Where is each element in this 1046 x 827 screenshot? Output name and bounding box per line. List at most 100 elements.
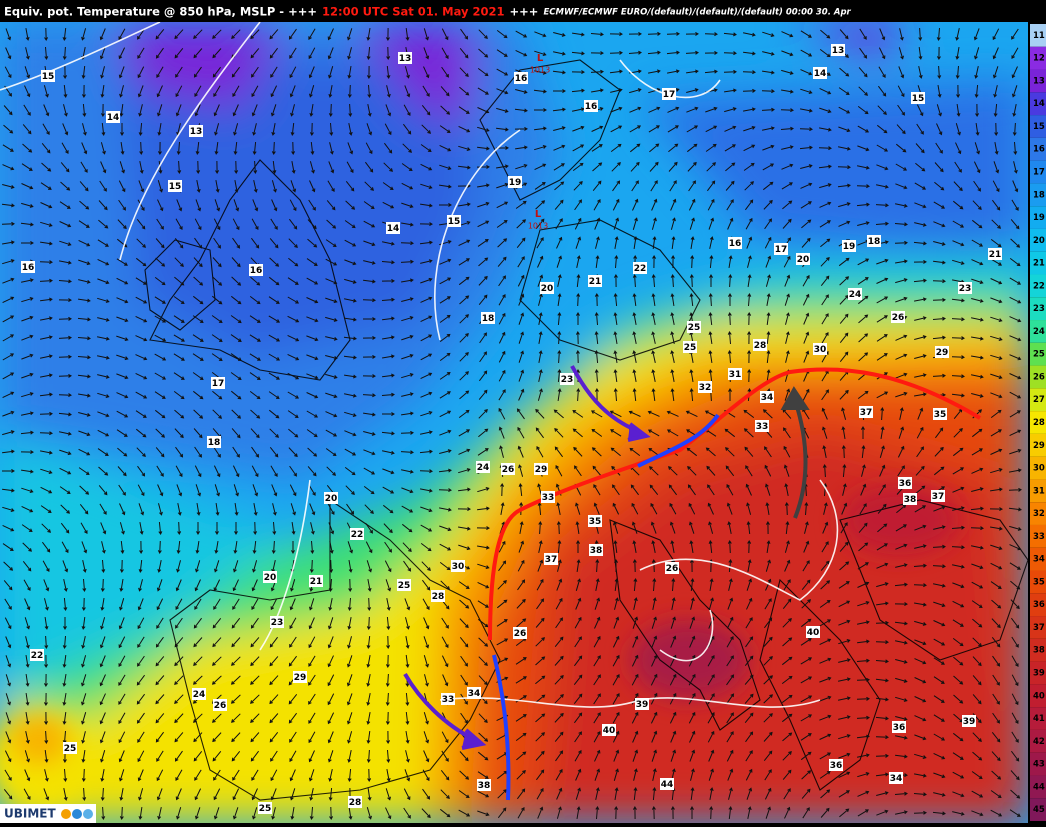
temperature-field xyxy=(0,22,1028,823)
isotherm-label: 37 xyxy=(545,555,558,565)
label-box xyxy=(813,67,827,79)
colorbar-label: 20 xyxy=(1033,236,1045,246)
isotherm-label: 24 xyxy=(477,463,490,473)
label-box xyxy=(513,627,527,639)
colorbar-swatch xyxy=(1030,228,1046,252)
label-box xyxy=(935,346,949,358)
isotherm-label: 24 xyxy=(849,290,862,300)
colorbar-swatch xyxy=(1030,547,1046,571)
colorbar-label: 27 xyxy=(1033,395,1045,405)
colorbar-swatch xyxy=(1030,46,1046,70)
colorbar-label: 11 xyxy=(1033,31,1045,41)
label-box xyxy=(931,490,945,502)
label-box xyxy=(633,262,647,274)
colorbar-swatch xyxy=(1030,137,1046,161)
label-box xyxy=(588,275,602,287)
label-box xyxy=(481,312,495,324)
isotherm-label: 21 xyxy=(310,577,323,587)
label-box xyxy=(270,616,284,628)
isotherm-label: 36 xyxy=(893,723,906,733)
colorbar-swatch xyxy=(1030,24,1046,47)
label-box xyxy=(988,248,1002,260)
label-box xyxy=(584,100,598,112)
isotherm-label: 18 xyxy=(482,314,495,324)
label-box xyxy=(891,311,905,323)
colorbar-label: 21 xyxy=(1033,259,1045,269)
isotherm-label: 26 xyxy=(514,629,527,639)
colorbar-label: 43 xyxy=(1033,760,1045,770)
isotherm-label: 39 xyxy=(963,717,976,727)
label-box xyxy=(189,125,203,137)
label-box xyxy=(211,377,225,389)
isotherm-label: 17 xyxy=(663,90,676,100)
label-box xyxy=(477,779,491,791)
isotherm-label: 15 xyxy=(448,217,461,227)
colorbar-swatch xyxy=(1030,479,1046,503)
colorbar-swatch xyxy=(1030,798,1046,821)
label-box xyxy=(728,368,742,380)
isotherm-label: 25 xyxy=(684,343,697,353)
label-box xyxy=(728,237,742,249)
low-letter: L xyxy=(535,209,542,220)
label-box xyxy=(21,261,35,273)
colorbar-swatch xyxy=(1030,206,1046,229)
label-box xyxy=(933,408,947,420)
label-box xyxy=(589,544,603,556)
colorbar-label: 40 xyxy=(1033,691,1045,701)
isotherm-label: 28 xyxy=(432,592,445,602)
label-box xyxy=(431,590,445,602)
isotherm-label: 15 xyxy=(912,94,925,104)
colorbar-label: 17 xyxy=(1033,168,1045,178)
label-box xyxy=(207,436,221,448)
label-box xyxy=(514,72,528,84)
isotherm-label: 25 xyxy=(398,581,411,591)
label-box xyxy=(213,699,227,711)
isotherm-label: 35 xyxy=(934,410,947,420)
label-box xyxy=(30,649,44,661)
isotherm-label: 26 xyxy=(892,313,905,323)
isotherm-label: 28 xyxy=(754,341,767,351)
isotherm-label: 20 xyxy=(264,573,277,583)
colorbar-label: 35 xyxy=(1033,577,1045,587)
isotherm-label: 30 xyxy=(452,562,465,572)
colorbar-swatch xyxy=(1030,456,1046,480)
colorbar-label: 44 xyxy=(1033,782,1045,792)
logo-box xyxy=(0,804,96,823)
label-box xyxy=(501,463,515,475)
colorbar-swatch xyxy=(1030,69,1046,93)
label-box xyxy=(796,253,810,265)
colorbar-swatch xyxy=(1030,502,1046,525)
isotherm-label: 36 xyxy=(830,761,843,771)
isotherm-label: 33 xyxy=(756,422,769,432)
colorbar-label: 34 xyxy=(1033,555,1045,565)
colorbar-label: 30 xyxy=(1033,464,1045,474)
colorbar-label: 25 xyxy=(1033,350,1045,360)
colorbar-swatch xyxy=(1030,251,1046,275)
colorbar-swatch xyxy=(1030,297,1046,321)
cold-front xyxy=(637,413,720,468)
logo-icon xyxy=(72,809,82,819)
isotherm-label: 14 xyxy=(107,113,120,123)
isotherm-label: 17 xyxy=(775,245,788,255)
label-box xyxy=(898,477,912,489)
isotherm-label: 38 xyxy=(590,546,603,556)
isotherm-label: 34 xyxy=(890,774,903,784)
label-box xyxy=(892,721,906,733)
label-box xyxy=(540,282,554,294)
header-model: ECMWF/ECMWF EURO/(default)/(default)/(de… xyxy=(543,8,851,18)
isotherm-label: 38 xyxy=(904,495,917,505)
label-box xyxy=(41,70,55,82)
isotherm-label: 13 xyxy=(832,46,845,56)
isotherm-label: 15 xyxy=(42,72,55,82)
colorbar-label: 18 xyxy=(1033,190,1045,200)
colorbar-swatch xyxy=(1030,524,1046,548)
isotherm-label: 22 xyxy=(634,264,647,274)
header-time: 12:00 UTC Sat 01. May 2021 xyxy=(322,5,505,19)
low-pressure: 1013 xyxy=(530,66,550,75)
isotherm-label: 39 xyxy=(636,700,649,710)
label-box xyxy=(560,373,574,385)
header-bar xyxy=(0,0,1046,22)
isotherm-label: 13 xyxy=(190,127,203,137)
label-box xyxy=(635,698,649,710)
colorbar-label: 39 xyxy=(1033,668,1045,678)
